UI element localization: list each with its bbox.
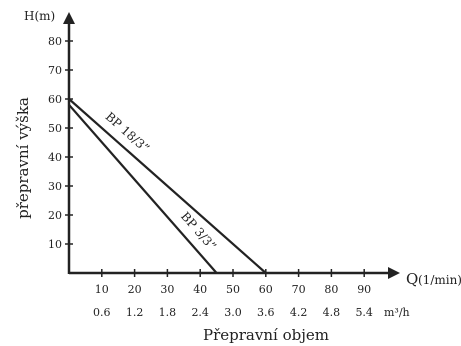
y-tick-label: 60 [48,93,62,106]
x-tick-label: 10 [95,283,109,296]
secondary-x-tick-label: 4.8 [323,306,341,319]
x-tick-label: 40 [193,283,207,296]
x-axis-arrow [388,267,400,279]
x-tick-label: 80 [324,283,338,296]
series-line-2 [68,104,218,274]
y-tick-label: 30 [48,180,62,193]
y-tick-label: 40 [48,151,62,164]
series-label-2: BP 3/3” [178,209,219,253]
secondary-x-ticks: 0.6 1.2 1.8 2.4 3.0 3.6 4.2 4.8 5.4 [93,306,373,319]
x-tick-label: 70 [292,283,306,296]
series-line-1 [68,98,267,274]
x-tick-label: 90 [357,283,371,296]
y-axis-arrow [63,12,75,24]
x-ticks: 10 20 30 40 50 60 70 80 90 [95,269,371,296]
x-tick-label: 30 [160,283,174,296]
secondary-x-tick-label: 3.0 [224,306,242,319]
x-axis-title: Q (1/min) [406,270,461,288]
y-ticks: 10 20 30 40 50 60 70 80 [48,35,73,251]
series-label-1: BP 18/3” [103,109,153,155]
secondary-x-tick-label: 4.2 [290,306,308,319]
y-axis-title: H(m) [24,9,55,23]
secondary-x-tick-label: 1.8 [159,306,177,319]
secondary-x-tick-label: 2.4 [191,306,209,319]
secondary-x-tick-label: 5.4 [355,306,373,319]
x-tick-label: 60 [259,283,273,296]
y-axis-label: přepravní výška [14,97,32,219]
y-tick-label: 50 [48,122,62,135]
secondary-x-tick-label: 0.6 [93,306,111,319]
secondary-x-tick-label: 1.2 [126,306,144,319]
y-tick-label: 20 [48,209,62,222]
y-tick-label: 70 [48,64,62,77]
y-tick-label: 80 [48,35,62,48]
x-tick-label: 20 [128,283,142,296]
x-axis-label: Přepravní objem [203,326,329,344]
series-lines [68,98,267,274]
x-axis-title-symbol: Q [406,270,418,288]
secondary-x-tick-label: 3.6 [257,306,275,319]
y-tick-label: 10 [48,238,62,251]
x-axis-title-unit: (1/min) [418,273,461,287]
x-tick-label: 50 [226,283,240,296]
secondary-x-unit: m³/h [384,306,410,319]
